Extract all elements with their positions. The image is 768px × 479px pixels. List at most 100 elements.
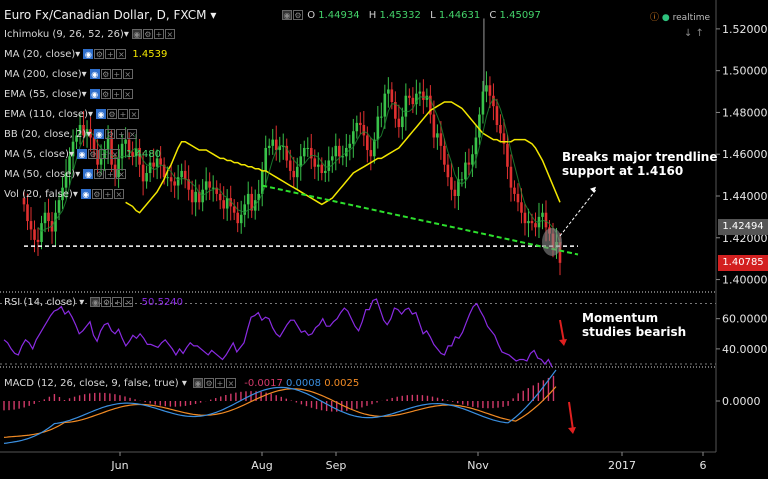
indicator-controls[interactable]: ◉ ⚙ + × xyxy=(83,48,127,62)
add-icon[interactable]: + xyxy=(98,149,109,159)
alert-icon[interactable]: ⓘ xyxy=(650,13,660,23)
candle-body xyxy=(236,212,239,224)
rsi-tick-label: 60.0000 xyxy=(722,313,768,326)
candle-body xyxy=(387,89,390,94)
chart-title[interactable]: Euro Fx/Canadian Dollar, D, FXCM ▾ xyxy=(4,8,216,22)
chevron-down-icon[interactable]: ▾ xyxy=(75,169,81,180)
add-icon[interactable]: + xyxy=(116,129,127,139)
indicator-row[interactable]: Vol (20, false)▾ ◉ ⚙ + × xyxy=(4,188,125,202)
indicator-controls[interactable]: ◉ ⚙ + × xyxy=(89,88,134,102)
close-icon[interactable]: × xyxy=(116,49,127,59)
add-icon[interactable]: + xyxy=(111,89,122,99)
indicator-row[interactable]: MA (20, close)▾ ◉ ⚙ + × 1.4539 xyxy=(4,48,167,62)
eye-icon[interactable]: ◉ xyxy=(131,29,142,39)
indicator-controls[interactable]: ◉ ⚙ + × xyxy=(131,28,176,42)
indicator-row[interactable]: BB (20, close, 2)▾ ◉ ⚙ + × xyxy=(4,128,138,142)
add-icon[interactable]: + xyxy=(153,29,164,39)
candle-body xyxy=(460,179,464,181)
eye-icon[interactable]: ◉ xyxy=(83,49,94,59)
add-icon[interactable]: + xyxy=(105,49,116,59)
indicator-controls[interactable]: ◉ ⚙ + × xyxy=(80,188,125,202)
candle-body xyxy=(117,158,120,178)
chevron-down-icon[interactable]: ▾ xyxy=(81,89,87,100)
candle-body xyxy=(162,164,166,178)
candle-body xyxy=(124,139,127,144)
candle-body xyxy=(33,229,36,240)
eye-icon[interactable]: ◉ xyxy=(80,189,91,199)
chevron-down-icon[interactable]: ▾ xyxy=(75,49,81,60)
eye-icon[interactable]: ◉ xyxy=(76,149,87,159)
close-icon[interactable]: × xyxy=(127,129,138,139)
rsi-legend[interactable]: RSI (14, close) ▾ ◉ ⚙ + × 50.5240 xyxy=(4,296,183,310)
eye-icon[interactable]: ◉ xyxy=(89,69,100,79)
candle-body xyxy=(467,162,471,165)
chevron-down-icon[interactable]: ▾ xyxy=(87,109,94,120)
eye-icon[interactable]: ◉ xyxy=(83,169,94,179)
indicator-controls[interactable]: ◉ ⚙ + × xyxy=(96,108,140,122)
indicator-controls[interactable]: ◉ ⚙ + × xyxy=(94,128,138,142)
trendline-annotation-line-1: Breaks major trendline xyxy=(562,150,718,164)
chevron-down-icon[interactable]: ▾ xyxy=(81,69,87,80)
add-icon[interactable]: + xyxy=(102,189,113,199)
ohlc-low-value: 1.44631 xyxy=(438,10,481,21)
settings-icon[interactable]: ⚙ xyxy=(100,69,111,79)
indicator-row[interactable]: Ichimoku (9, 26, 52, 26)▾ ◉ ⚙ + × xyxy=(4,28,176,42)
close-icon[interactable]: × xyxy=(113,189,124,199)
candle-body xyxy=(425,95,429,100)
close-icon[interactable]: × xyxy=(116,169,127,179)
indicator-controls[interactable]: ◉ ⚙ + × xyxy=(76,148,121,162)
candle-body xyxy=(330,156,334,161)
close-icon[interactable]: × xyxy=(122,69,133,79)
settings-icon[interactable]: ⚙ xyxy=(105,129,116,139)
candle-body xyxy=(366,135,369,151)
close-icon[interactable]: × xyxy=(122,89,133,99)
chevron-down-icon[interactable]: ▾ xyxy=(68,149,74,160)
close-icon[interactable]: × xyxy=(129,109,140,119)
settings-icon[interactable]: ⚙ xyxy=(100,89,111,99)
macd-controls[interactable]: ◉ ⚙ + × xyxy=(193,377,237,391)
macd-legend[interactable]: MACD (12, 26, close, 9, false, true) ▾ ◉… xyxy=(4,377,359,391)
chevron-down-icon[interactable]: ▾ xyxy=(72,189,78,200)
indicator-controls[interactable]: ◉ ⚙ + × xyxy=(83,168,127,182)
add-icon[interactable]: + xyxy=(118,109,129,119)
chevron-down-icon[interactable]: ▾ xyxy=(79,297,85,308)
settings-icon[interactable]: ⚙ xyxy=(94,49,105,59)
settings-icon[interactable]: ⚙ xyxy=(87,149,98,159)
close-icon[interactable]: × xyxy=(109,149,120,159)
macd-label: MACD (12, 26, close, 9, false, true) xyxy=(4,378,179,389)
eye-icon[interactable]: ◉ xyxy=(94,129,105,139)
price-tick-label: 1.50000 xyxy=(722,65,768,78)
chevron-down-icon[interactable]: ▾ xyxy=(210,8,217,22)
indicator-row[interactable]: EMA (55, close)▾ ◉ ⚙ + × xyxy=(4,88,134,102)
settings-icon[interactable]: ⚙ xyxy=(91,189,102,199)
chevron-down-icon[interactable]: ▾ xyxy=(181,378,187,389)
add-icon[interactable]: + xyxy=(111,69,122,79)
candle-body xyxy=(211,187,215,189)
candle-body xyxy=(40,223,43,242)
settings-icon[interactable]: ⚙ xyxy=(142,29,153,39)
eye-icon[interactable]: ◉ xyxy=(89,89,100,99)
add-icon[interactable]: + xyxy=(105,169,116,179)
header-controls[interactable]: ◉ ⚙ xyxy=(282,10,304,21)
realtime-indicator[interactable]: ⓘ ● realtime xyxy=(650,10,710,23)
candle-body xyxy=(169,177,173,182)
rsi-controls[interactable]: ◉ ⚙ + × xyxy=(90,296,134,310)
indicator-value: 1.4539 xyxy=(132,49,168,60)
close-icon[interactable]: × xyxy=(164,29,175,39)
candle-body xyxy=(558,241,562,263)
indicator-row[interactable]: MA (5, close)▾ ◉ ⚙ + × 1.4480 xyxy=(4,148,161,162)
candle-body xyxy=(464,162,467,180)
indicator-controls[interactable]: ◉ ⚙ + × xyxy=(89,68,134,82)
chevron-down-icon[interactable]: ▾ xyxy=(86,129,92,140)
chevron-down-icon[interactable]: ▾ xyxy=(123,29,129,40)
settings-icon[interactable]: ⚙ xyxy=(107,109,118,119)
candle-body xyxy=(222,200,225,209)
indicator-row[interactable]: MA (50, close)▾ ◉ ⚙ + × xyxy=(4,168,127,182)
realtime-label: realtime xyxy=(672,13,711,23)
settings-icon[interactable]: ⚙ xyxy=(94,169,105,179)
candle-body xyxy=(544,212,548,228)
eye-icon[interactable]: ◉ xyxy=(96,109,107,119)
indicator-row[interactable]: MA (200, close)▾ ◉ ⚙ + × xyxy=(4,68,134,82)
candle-body xyxy=(155,158,159,167)
indicator-row[interactable]: EMA (110, close)▾ ◉ ⚙ + × xyxy=(4,108,140,122)
